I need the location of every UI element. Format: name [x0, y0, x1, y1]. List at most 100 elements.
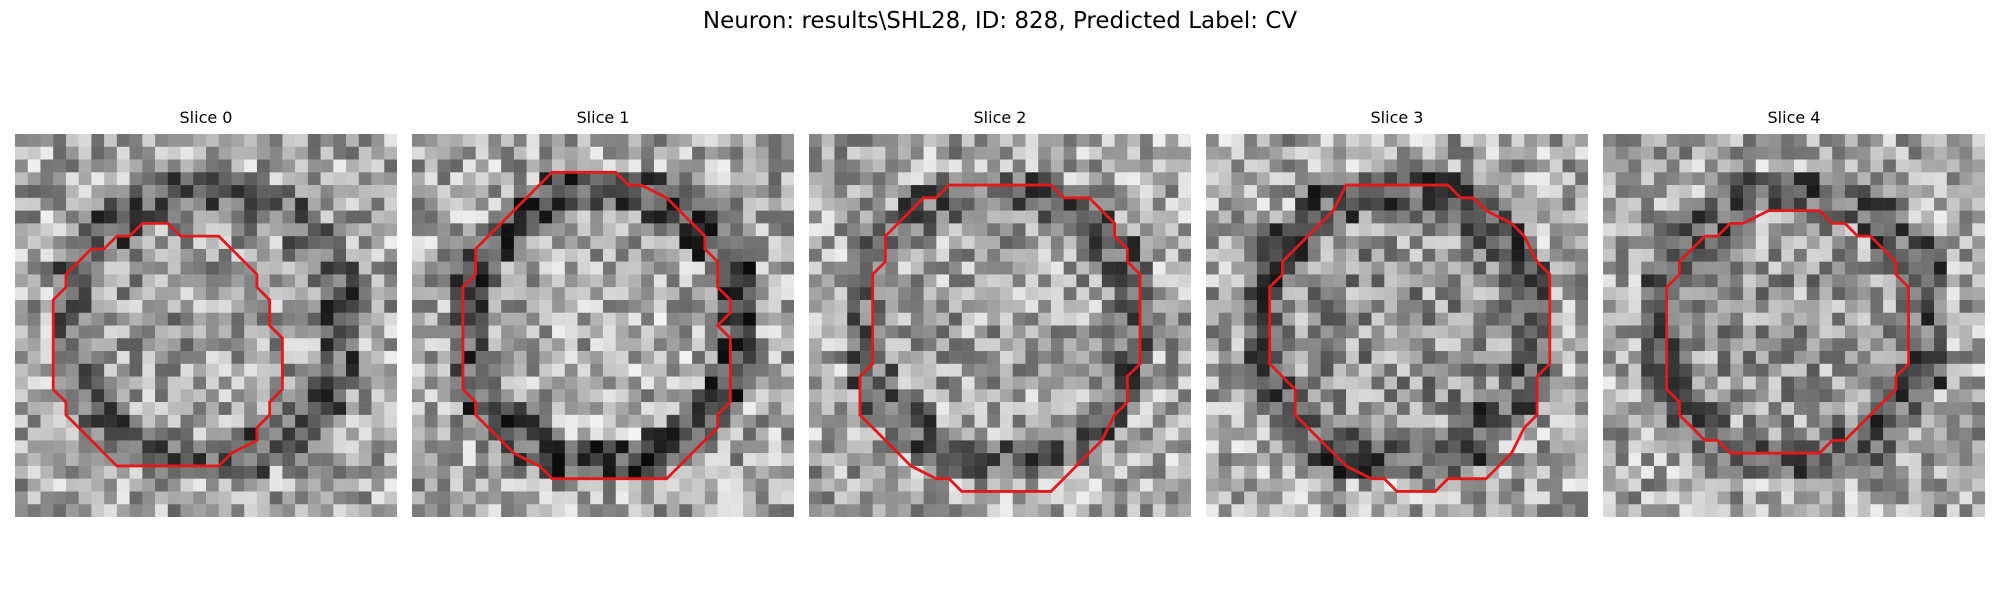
- image-pixel: [641, 210, 655, 224]
- image-pixel: [142, 402, 156, 416]
- image-pixel: [898, 287, 912, 301]
- image-pixel: [1012, 146, 1026, 160]
- image-pixel: [1218, 287, 1232, 301]
- image-pixel: [641, 223, 655, 237]
- image-pixel: [295, 236, 309, 250]
- image-pixel: [1755, 197, 1769, 211]
- image-pixel: [1486, 146, 1500, 160]
- image-pixel: [1076, 402, 1090, 416]
- image-pixel: [358, 197, 372, 211]
- image-pixel: [65, 210, 79, 224]
- image-pixel: [384, 210, 397, 224]
- image-pixel: [809, 299, 822, 313]
- image-pixel: [256, 402, 270, 416]
- image-pixel: [65, 223, 79, 237]
- image-pixel: [1679, 146, 1693, 160]
- image-pixel: [781, 134, 794, 148]
- image-pixel: [206, 134, 219, 148]
- image-pixel: [142, 504, 156, 517]
- image-pixel: [1256, 287, 1270, 301]
- image-pixel: [1498, 274, 1512, 288]
- image-pixel: [526, 363, 540, 377]
- image-pixel: [513, 363, 527, 377]
- image-pixel: [437, 287, 451, 301]
- image-pixel: [1870, 159, 1884, 173]
- image-pixel: [1460, 414, 1474, 428]
- image-pixel: [1959, 465, 1973, 479]
- image-pixel: [269, 312, 283, 326]
- image-pixel: [1256, 172, 1270, 186]
- image-pixel: [1755, 299, 1769, 313]
- image-pixel: [1473, 465, 1487, 479]
- image-pixel: [692, 325, 706, 339]
- image-pixel: [1038, 504, 1052, 517]
- image-pixel: [256, 491, 270, 505]
- image-pixel: [1498, 197, 1512, 211]
- image-pixel: [1832, 325, 1846, 339]
- image-pixel: [898, 402, 912, 416]
- image-pixel: [218, 197, 232, 211]
- image-pixel: [1562, 389, 1576, 403]
- image-pixel: [1397, 325, 1410, 339]
- image-pixel: [1717, 210, 1731, 224]
- image-pixel: [1972, 389, 1985, 403]
- image-pixel: [116, 287, 130, 301]
- image-pixel: [193, 338, 207, 352]
- image-pixel: [1333, 402, 1347, 416]
- image-pixel: [167, 325, 181, 339]
- image-pixel: [1384, 287, 1398, 301]
- image-pixel: [1972, 376, 1985, 390]
- image-pixel: [859, 172, 873, 186]
- image-pixel: [936, 338, 950, 352]
- image-pixel: [1114, 172, 1128, 186]
- image-pixel: [1165, 414, 1179, 428]
- image-pixel: [231, 146, 245, 160]
- image-pixel: [1371, 414, 1385, 428]
- image-pixel: [1603, 248, 1616, 262]
- image-pixel: [679, 248, 693, 262]
- image-pixel: [1218, 465, 1232, 479]
- image-pixel: [1152, 351, 1166, 365]
- image-pixel: [282, 389, 296, 403]
- image-pixel: [1653, 236, 1667, 250]
- image-pixel: [526, 248, 540, 262]
- image-pixel: [1730, 287, 1744, 301]
- image-pixel: [1946, 134, 1960, 148]
- image-pixel: [1819, 172, 1833, 186]
- image-pixel: [781, 261, 794, 275]
- image-pixel: [1692, 261, 1706, 275]
- image-pixel: [1256, 159, 1270, 173]
- image-pixel: [885, 172, 899, 186]
- image-pixel: [450, 236, 464, 250]
- image-pixel: [27, 172, 41, 186]
- image-pixel: [1282, 465, 1296, 479]
- image-pixel: [1114, 504, 1128, 517]
- image-pixel: [1244, 351, 1258, 365]
- image-pixel: [910, 325, 924, 339]
- image-pixel: [1832, 172, 1846, 186]
- image-pixel: [1628, 465, 1642, 479]
- image-pixel: [437, 325, 451, 339]
- image-pixel: [116, 210, 130, 224]
- image-pixel: [539, 491, 553, 505]
- image-pixel: [320, 172, 334, 186]
- image-pixel: [743, 504, 757, 517]
- image-pixel: [834, 287, 848, 301]
- image-pixel: [1615, 363, 1629, 377]
- image-pixel: [1295, 465, 1309, 479]
- image-pixel: [412, 351, 425, 365]
- image-pixel: [1295, 440, 1309, 454]
- image-pixel: [371, 146, 385, 160]
- image-pixel: [1422, 248, 1436, 262]
- image-pixel: [1794, 414, 1807, 428]
- image-pixel: [1666, 376, 1680, 390]
- image-pixel: [1435, 338, 1449, 352]
- image-pixel: [116, 478, 130, 492]
- image-pixel: [1908, 389, 1922, 403]
- image-pixel: [1946, 453, 1960, 467]
- image-pixel: [1653, 478, 1667, 492]
- image-pixel: [256, 236, 270, 250]
- image-pixel: [1140, 465, 1154, 479]
- image-pixel: [1628, 389, 1642, 403]
- image-pixel: [704, 491, 718, 505]
